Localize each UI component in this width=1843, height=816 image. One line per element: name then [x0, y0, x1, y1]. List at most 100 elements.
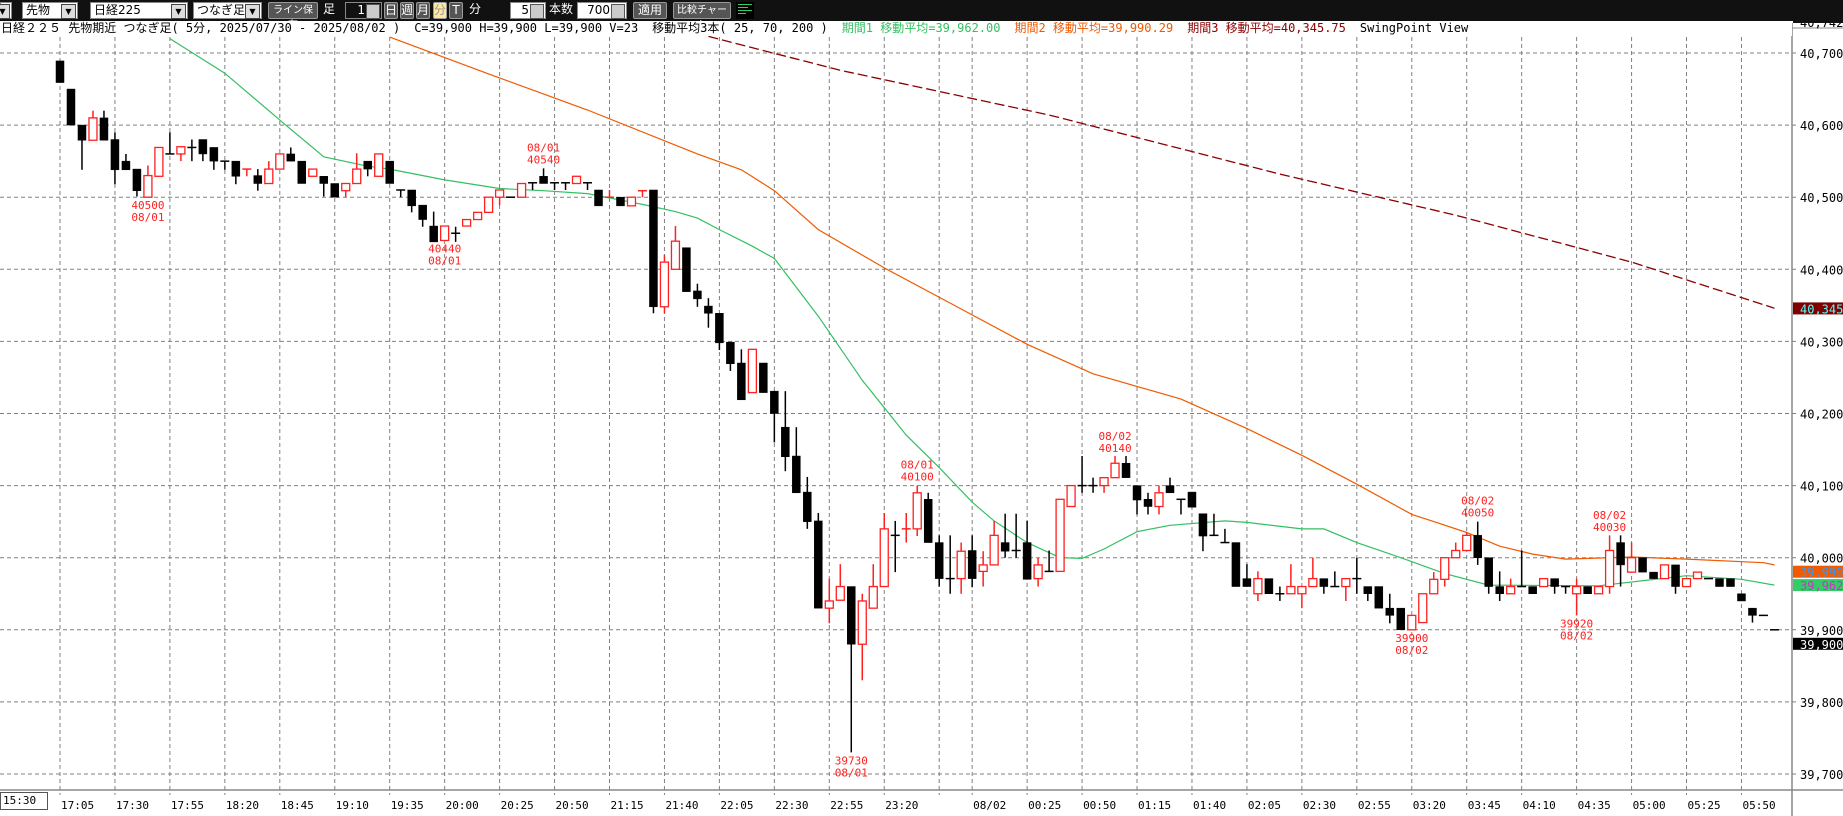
time-tick-label: 02:55 [1358, 799, 1391, 812]
candle [1011, 513, 1021, 558]
candle [253, 169, 263, 191]
minute-input[interactable]: 5 [510, 2, 546, 19]
time-tick-label: 04:35 [1578, 799, 1611, 812]
candle [616, 196, 625, 207]
period-button-tick[interactable]: T [449, 2, 463, 19]
candle-body [814, 520, 823, 609]
candle [715, 313, 724, 351]
chevron-down-icon: ▼ [245, 4, 260, 19]
candle-body [494, 189, 505, 198]
scroll-position-box[interactable]: 15:30 [0, 792, 48, 810]
candle-body [1165, 485, 1175, 494]
candle-body [110, 139, 120, 171]
menu-dropdown[interactable]: ▼ [0, 2, 12, 19]
candle [231, 160, 241, 185]
candle [637, 189, 647, 198]
candle [77, 124, 87, 170]
period-button-month[interactable]: 月 [416, 2, 430, 19]
candle-body [1231, 542, 1241, 587]
candle [1187, 491, 1197, 508]
period-button-day[interactable]: 日 [384, 2, 398, 19]
candle [88, 110, 98, 141]
candle-body [1671, 564, 1680, 587]
spinner-icon[interactable] [530, 4, 544, 19]
candle [550, 182, 560, 190]
spinner-icon[interactable] [366, 4, 380, 19]
candle [1473, 521, 1482, 565]
period-button-minute[interactable]: 分 [433, 2, 447, 19]
candle [1066, 484, 1076, 508]
candle [143, 165, 153, 198]
candle [121, 153, 131, 171]
candle-body [1484, 557, 1493, 587]
candle-body [319, 176, 329, 184]
candle-body [1385, 607, 1395, 616]
candle [220, 160, 230, 170]
candle-body [1407, 614, 1417, 631]
swing-point-label: 08/01 [428, 254, 461, 267]
candle-body [1495, 586, 1504, 594]
chart-title: 日経２２５ 先物期近 つなぎ足( 5分, 2025/07/30 - 2025/0… [1, 21, 401, 35]
candle-body [1681, 577, 1692, 588]
market-select[interactable]: 先物 ▼ [22, 2, 78, 19]
candle-body [308, 168, 318, 177]
candle [1748, 607, 1757, 623]
candle [1264, 578, 1274, 595]
time-tick-label: 18:45 [281, 799, 314, 812]
count-input[interactable]: 700 [577, 2, 627, 19]
index-select[interactable]: 日経225 ▼ [90, 2, 188, 19]
candle [341, 182, 351, 198]
save-line-button[interactable]: ライン保存 [268, 2, 318, 31]
candle [670, 226, 681, 270]
compare-chart-button[interactable]: 比較チャート [673, 2, 731, 31]
candle [385, 160, 394, 184]
candle [1715, 578, 1724, 587]
candle-body [374, 153, 384, 177]
candle-body [352, 168, 362, 185]
candle [1593, 585, 1604, 595]
ashi-input[interactable]: 1 [345, 2, 382, 19]
candle-body [1143, 499, 1153, 507]
candle-body [461, 218, 472, 227]
candle-body [1649, 571, 1658, 579]
candle-body [88, 117, 98, 141]
candle-body [1659, 564, 1670, 580]
swing-point-label: 08/01 [835, 766, 868, 779]
candle-body [1297, 585, 1307, 595]
candle [1451, 542, 1461, 559]
candle-body [66, 88, 76, 126]
time-tick-label: 20:50 [556, 799, 589, 812]
swing-point-label: 40540 [527, 153, 560, 166]
apply-button[interactable]: 適用 [633, 2, 667, 19]
candle [494, 189, 505, 206]
price-tick-label: 39,800.0 [1800, 696, 1843, 710]
time-tick-label: 05:00 [1633, 799, 1666, 812]
candle-body [1539, 577, 1549, 588]
price-tick-label: 39,900.0 [1800, 624, 1843, 638]
time-tick-label: 05:25 [1688, 799, 1721, 812]
candle-body [737, 362, 746, 401]
candle-body [1198, 513, 1208, 537]
time-tick-label: 17:30 [116, 799, 149, 812]
swing-point-label: 39920 [1560, 617, 1593, 630]
candle [626, 196, 637, 207]
chevron-down-icon: ▼ [0, 4, 10, 19]
candle-body [1363, 586, 1373, 594]
time-tick-label: 22:05 [720, 799, 753, 812]
candle-body [1440, 557, 1450, 580]
candle [407, 189, 416, 213]
green-lines-icon[interactable] [736, 2, 754, 19]
candle [1561, 585, 1571, 594]
candle [1539, 577, 1549, 588]
candle [583, 182, 593, 190]
period-button-week[interactable]: 週 [400, 2, 414, 19]
candle-body [835, 585, 845, 601]
candle-body [1154, 492, 1164, 508]
price-tick-label: 40,100.0 [1800, 480, 1843, 494]
candle-body [670, 240, 681, 270]
count-label: 本数 [549, 2, 574, 16]
candle [1220, 528, 1230, 544]
bar-type-select[interactable]: つなぎ足 ▼ [193, 2, 262, 19]
spinner-icon[interactable] [611, 4, 625, 19]
